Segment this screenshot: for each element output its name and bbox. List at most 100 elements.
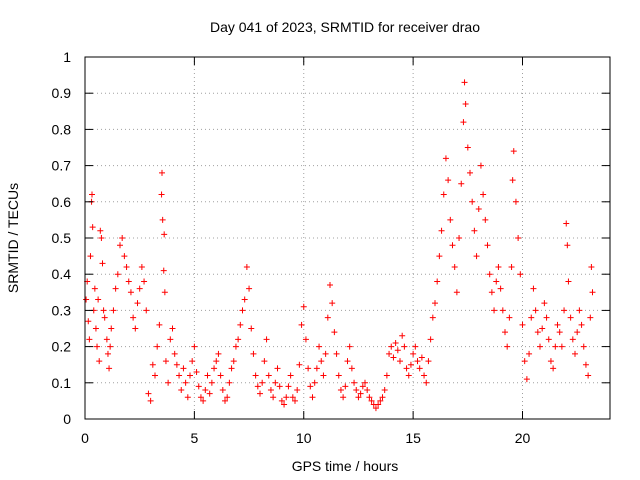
- data-point: [114, 271, 121, 278]
- data-point: [464, 144, 471, 151]
- data-point: [89, 224, 96, 231]
- data-point: [582, 361, 589, 368]
- data-point: [248, 325, 255, 332]
- data-point: [517, 271, 524, 278]
- data-point: [278, 397, 285, 404]
- data-point: [510, 148, 517, 155]
- data-point: [526, 350, 533, 357]
- data-point: [127, 289, 134, 296]
- data-point: [141, 278, 148, 285]
- data-point: [589, 289, 596, 296]
- y-tick-label: 0.3: [52, 302, 72, 318]
- data-point: [567, 314, 574, 321]
- data-point: [246, 285, 253, 292]
- data-point: [241, 296, 248, 303]
- data-point: [287, 372, 294, 379]
- data-point: [182, 379, 189, 386]
- data-point: [294, 387, 301, 394]
- data-point: [200, 397, 207, 404]
- data-point: [342, 383, 349, 390]
- data-point: [149, 361, 156, 368]
- data-point: [519, 321, 526, 328]
- data-point: [100, 307, 107, 314]
- data-point: [257, 390, 263, 397]
- data-point: [281, 401, 288, 408]
- data-point: [482, 216, 489, 223]
- plot-frame: [84, 56, 611, 420]
- data-point: [143, 307, 150, 314]
- data-point: [165, 379, 172, 386]
- data-point: [206, 390, 213, 397]
- data-point: [471, 227, 478, 234]
- data-point: [189, 358, 196, 365]
- data-point: [556, 329, 563, 336]
- grid-lines: [85, 57, 610, 419]
- data-point: [91, 285, 98, 292]
- x-tick-label: 15: [405, 430, 421, 446]
- data-point: [497, 285, 504, 292]
- data-point: [418, 354, 425, 361]
- data-point: [108, 325, 115, 332]
- data-point: [211, 365, 218, 372]
- data-point: [296, 361, 303, 368]
- data-point: [364, 387, 371, 394]
- x-axis-label: GPS time / hours: [292, 458, 399, 474]
- data-point: [300, 303, 307, 310]
- data-point: [103, 336, 110, 343]
- data-point: [195, 383, 202, 390]
- data-markers: [83, 79, 596, 412]
- data-point: [587, 314, 594, 321]
- data-point: [95, 296, 102, 303]
- data-point: [558, 343, 565, 350]
- data-point: [477, 162, 484, 169]
- data-point: [83, 296, 90, 303]
- data-point: [309, 394, 316, 401]
- data-point: [130, 314, 137, 321]
- data-point: [362, 379, 368, 386]
- y-tick-label: 0.2: [52, 339, 72, 355]
- data-point: [123, 263, 130, 270]
- data-point: [564, 242, 571, 249]
- data-point: [429, 314, 436, 321]
- data-point: [94, 343, 101, 350]
- data-point: [337, 387, 344, 394]
- data-point: [390, 354, 397, 361]
- data-point: [576, 307, 583, 314]
- data-point: [145, 390, 152, 397]
- data-point: [421, 372, 428, 379]
- data-point: [565, 278, 572, 285]
- data-point: [85, 318, 92, 325]
- data-point: [445, 177, 452, 184]
- data-point: [161, 231, 168, 238]
- data-point: [578, 321, 585, 328]
- data-point: [171, 350, 178, 357]
- data-point: [403, 365, 410, 372]
- data-point: [213, 358, 220, 365]
- data-point: [329, 300, 336, 307]
- data-point: [580, 343, 587, 350]
- data-point: [259, 379, 266, 386]
- data-point: [320, 372, 327, 379]
- data-point: [228, 365, 235, 372]
- data-point: [386, 350, 393, 357]
- data-point: [397, 358, 403, 365]
- data-point: [458, 180, 465, 187]
- data-point: [530, 285, 537, 292]
- data-point: [509, 177, 516, 184]
- data-point: [274, 365, 281, 372]
- data-point: [401, 343, 408, 350]
- data-point: [460, 119, 467, 126]
- data-point: [152, 372, 158, 379]
- data-point: [539, 325, 546, 332]
- data-point: [447, 216, 454, 223]
- data-point: [340, 394, 347, 401]
- y-tick-label: 0.7: [52, 158, 72, 174]
- data-point: [394, 347, 401, 354]
- data-point: [449, 242, 456, 249]
- data-point: [112, 285, 119, 292]
- data-point: [550, 365, 557, 372]
- x-tick-label: 20: [515, 430, 531, 446]
- data-point: [563, 220, 570, 227]
- data-point: [416, 365, 423, 372]
- y-tick-label: 0: [63, 411, 71, 427]
